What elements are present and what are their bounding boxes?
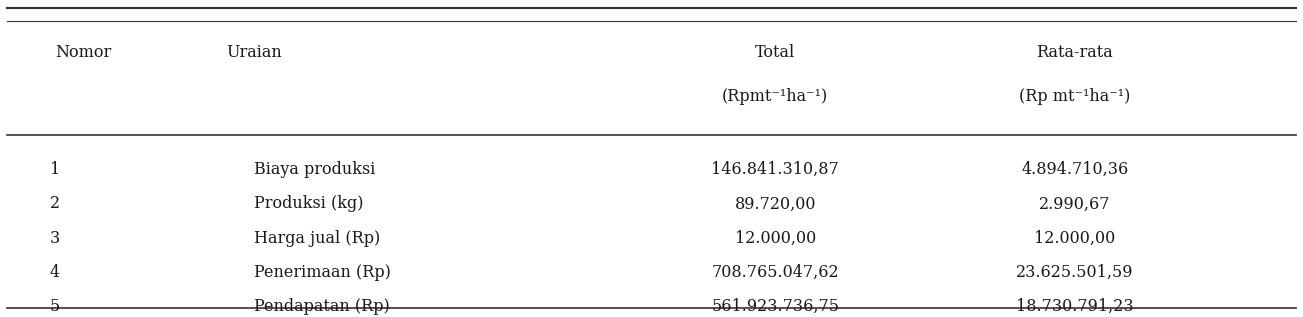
Text: 146.841.310,87: 146.841.310,87 — [711, 161, 839, 178]
Text: 23.625.501,59: 23.625.501,59 — [1016, 264, 1134, 281]
Text: 89.720,00: 89.720,00 — [735, 195, 816, 212]
Text: 2: 2 — [50, 195, 60, 212]
Text: Penerimaan (Rp): Penerimaan (Rp) — [254, 264, 391, 281]
Text: 5: 5 — [50, 298, 60, 315]
Text: 4: 4 — [50, 264, 60, 281]
Text: 12.000,00: 12.000,00 — [735, 230, 816, 247]
Text: 18.730.791,23: 18.730.791,23 — [1016, 298, 1134, 315]
Text: (Rpmt⁻¹ha⁻¹): (Rpmt⁻¹ha⁻¹) — [722, 88, 829, 105]
Text: (Rp mt⁻¹ha⁻¹): (Rp mt⁻¹ha⁻¹) — [1019, 88, 1131, 105]
Text: Total: Total — [756, 44, 795, 61]
Text: Nomor: Nomor — [55, 44, 111, 61]
Text: Harga jual (Rp): Harga jual (Rp) — [254, 230, 380, 247]
Text: Pendapatan (Rp): Pendapatan (Rp) — [254, 298, 390, 315]
Text: 12.000,00: 12.000,00 — [1035, 230, 1115, 247]
Text: 561.923.736,75: 561.923.736,75 — [711, 298, 839, 315]
Text: 4.894.710,36: 4.894.710,36 — [1022, 161, 1128, 178]
Text: 2.990,67: 2.990,67 — [1040, 195, 1110, 212]
Text: Rata-rata: Rata-rata — [1037, 44, 1113, 61]
Text: Produksi (kg): Produksi (kg) — [254, 195, 364, 212]
Text: 3: 3 — [50, 230, 60, 247]
Text: Uraian: Uraian — [227, 44, 281, 61]
Text: 1: 1 — [50, 161, 60, 178]
Text: 708.765.047,62: 708.765.047,62 — [711, 264, 839, 281]
Text: Biaya produksi: Biaya produksi — [254, 161, 375, 178]
